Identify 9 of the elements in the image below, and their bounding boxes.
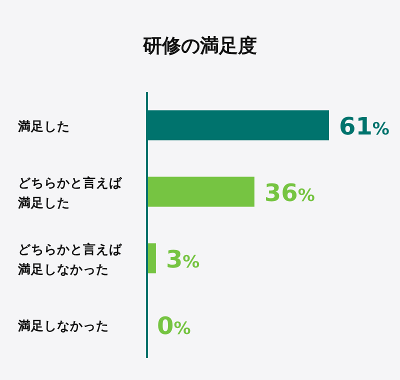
data-label: 61% (339, 112, 390, 140)
data-label: 36% (264, 178, 315, 207)
data-label: 0% (157, 312, 191, 340)
y-tick-label: 満足しなかった (17, 318, 109, 333)
data-label: 3% (166, 245, 200, 274)
y-tick-label: どちらかと言えば満足しなかった (17, 241, 123, 276)
y-tick-label: どちらかと言えば満足した (17, 174, 123, 210)
y-tick-label: 満足した (17, 118, 70, 134)
chart-title: 研修の満足度 (142, 35, 257, 57)
